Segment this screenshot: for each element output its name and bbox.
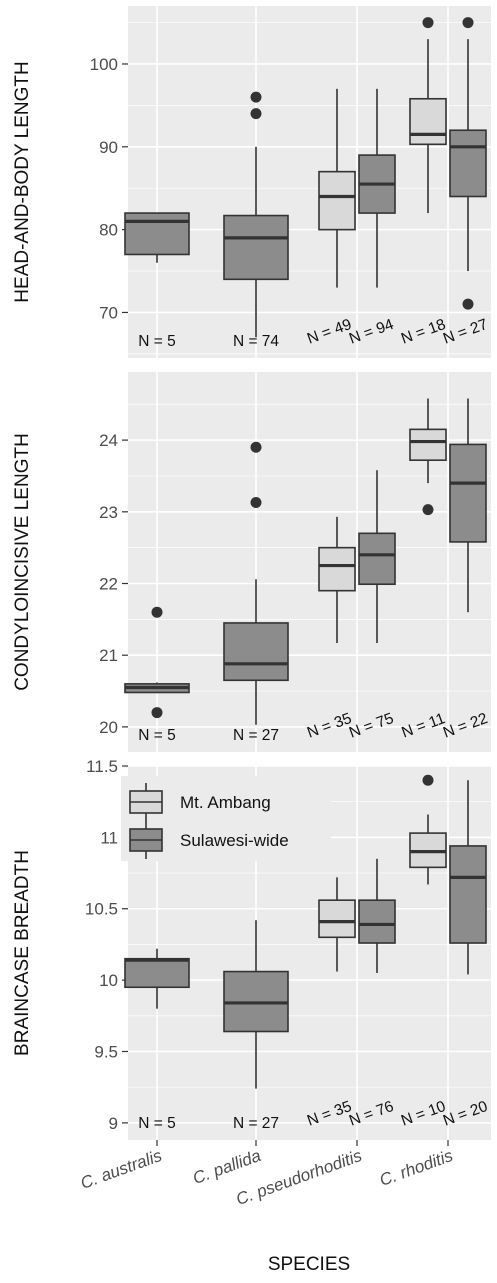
box-body [124,957,190,989]
y-tick-label: 22 [99,575,118,594]
outlier-point [422,504,434,516]
y-tick-label: 80 [99,221,118,240]
sample-size-label: N = 5 [138,1115,175,1132]
outlier-point [422,774,434,786]
sample-size-label: N = 74 [233,333,279,350]
box-body [409,97,447,146]
x-tick-label-c-pallida: C. pallida [190,1146,263,1188]
legend: Mt. Ambang Sulawesi-wide [121,776,331,861]
box-body [449,845,487,944]
outlier-point [462,298,474,310]
legend-key-mt-ambang [129,783,163,821]
outlier-point [250,496,262,508]
sample-size-label: N = 5 [138,333,175,350]
sample-size-label: N = 5 [138,727,175,744]
box-body [449,129,487,198]
box-c-rhoditis-sulawesi-wide [449,780,487,975]
y-axis-title: BRAINCASE BREADTH [12,850,33,1056]
panel-1: 70 80 90 100 HEAD-AND-BODY LENGTH N = 5 N = 74… [12,6,491,358]
box-body [358,899,396,944]
box-body [124,212,190,256]
y-tick-label: 10.5 [85,900,118,919]
box-c-pallida-sulawesi-wide [223,91,289,338]
box-body [409,428,447,461]
panel-2: 20 21 22 23 24 CONDYLOINCISIVE LENGTH N = 5 N =… [12,372,491,752]
y-tick-label: 100 [90,55,118,74]
y-tick-label: 70 [99,303,118,322]
y-tick-label: 21 [99,646,118,665]
box-body [223,622,289,682]
y-axis-title: HEAD-AND-BODY LENGTH [12,61,33,302]
legend-key-sulawesi-wide [129,821,163,859]
legend-label: Mt. Ambang [180,793,271,812]
outlier-point [422,17,434,29]
y-tick-label: 10 [99,971,118,990]
y-tick-label: 24 [99,431,118,450]
box-c-pallida-sulawesi-wide [223,920,289,1089]
box-body [358,532,396,586]
box-body [318,170,356,231]
box-body [223,214,289,281]
box-c-australis-sulawesi-wide [124,212,190,263]
box-c-pseudorhoditis-mt-ambang [318,88,356,288]
outlier-point [151,707,163,719]
box-c-australis-sulawesi-wide [124,948,190,1009]
outlier-point [250,108,262,120]
sample-size-label: N = 27 [233,727,279,744]
box-c-pseudorhoditis-sulawesi-wide [358,88,396,288]
box-body [449,443,487,543]
y-tick-label: 9.5 [94,1042,118,1061]
box-c-pseudorhoditis-sulawesi-wide [358,470,396,644]
box-c-pallida-sulawesi-wide [223,441,289,725]
box-c-rhoditis-sulawesi-wide [449,17,487,310]
y-tick-label: 11 [100,828,118,847]
y-tick-label: 20 [99,718,118,737]
y-axis-title: CONDYLOINCISIVE LENGTH [12,433,33,691]
x-axis-title: SPECIES [268,1254,350,1275]
box-c-rhoditis-mt-ambang [409,398,447,516]
panel-background [128,6,491,358]
box-c-rhoditis-sulawesi-wide [449,398,487,613]
panel-3: 9 9.5 10 10.5 11 11.5 BRAINCASE BREADTH N = 5 N … [12,757,491,1275]
box-c-pseudorhoditis-mt-ambang [318,516,356,644]
outlier-point [250,91,262,103]
outlier-point [462,17,474,29]
legend-label: Sulawesi-wide [180,831,289,850]
outlier-point [250,441,262,453]
box-c-rhoditis-mt-ambang [409,774,447,885]
y-tick-label: 9 [109,1114,118,1133]
box-c-australis-sulawesi-wide [124,606,190,719]
box-c-pseudorhoditis-mt-ambang [318,877,356,972]
y-tick-label: 90 [99,138,118,157]
box-body [318,546,356,592]
x-tick-label-c-rhoditis: C. rhoditis [377,1146,456,1190]
y-tick-label: 23 [99,503,118,522]
x-tick-label-c-australis: C. australis [78,1146,165,1193]
box-body [318,899,356,939]
sample-size-label: N = 27 [233,1115,279,1132]
box-c-pseudorhoditis-sulawesi-wide [358,858,396,973]
box-c-rhoditis-mt-ambang [409,17,447,214]
y-tick-label: 11.5 [86,757,118,776]
outlier-point [151,606,163,618]
